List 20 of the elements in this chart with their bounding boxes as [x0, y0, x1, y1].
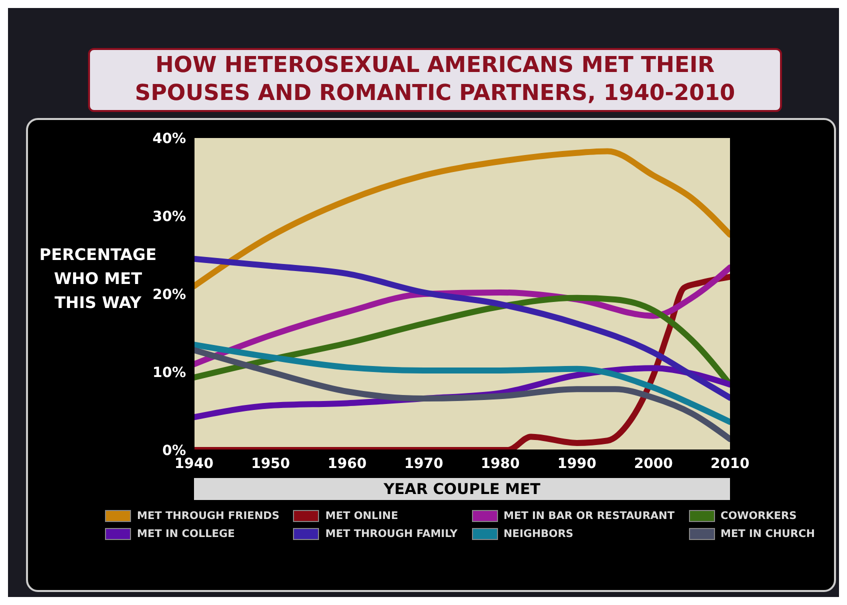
y-tick-label: 30% — [152, 208, 186, 225]
legend-label: MET THROUGH FAMILY — [325, 528, 458, 540]
legend-label: NEIGHBORS — [504, 528, 574, 540]
legend-label: MET IN COLLEGE — [137, 528, 235, 540]
y-tick-label: 40% — [152, 130, 186, 147]
x-axis-title: YEAR COUPLE MET — [194, 478, 730, 500]
y-tick-label: 10% — [152, 364, 186, 381]
x-tick-label: 2000 — [634, 456, 674, 472]
legend-label: COWORKERS — [720, 510, 797, 522]
x-tick-label: 1970 — [404, 456, 444, 472]
x-tick-label: 1960 — [328, 456, 367, 472]
legend-label: MET ONLINE — [325, 510, 398, 522]
x-tick-label: 2010 — [710, 456, 750, 472]
x-tick-label: 1990 — [557, 456, 597, 472]
x-tick-label: 1980 — [480, 456, 520, 472]
legend-label: MET IN BAR OR RESTAURANT — [504, 510, 674, 522]
chart-title: HOW HETEROSEXUAL AMERICANS MET THEIR SPOUSES AND ROMANTIC PARTNERS, 1940-2010 — [88, 48, 782, 112]
legend-label: MET IN CHURCH — [720, 528, 815, 540]
legend-label: MET THROUGH FRIENDS — [137, 510, 280, 522]
x-tick-label: 1950 — [251, 456, 290, 472]
